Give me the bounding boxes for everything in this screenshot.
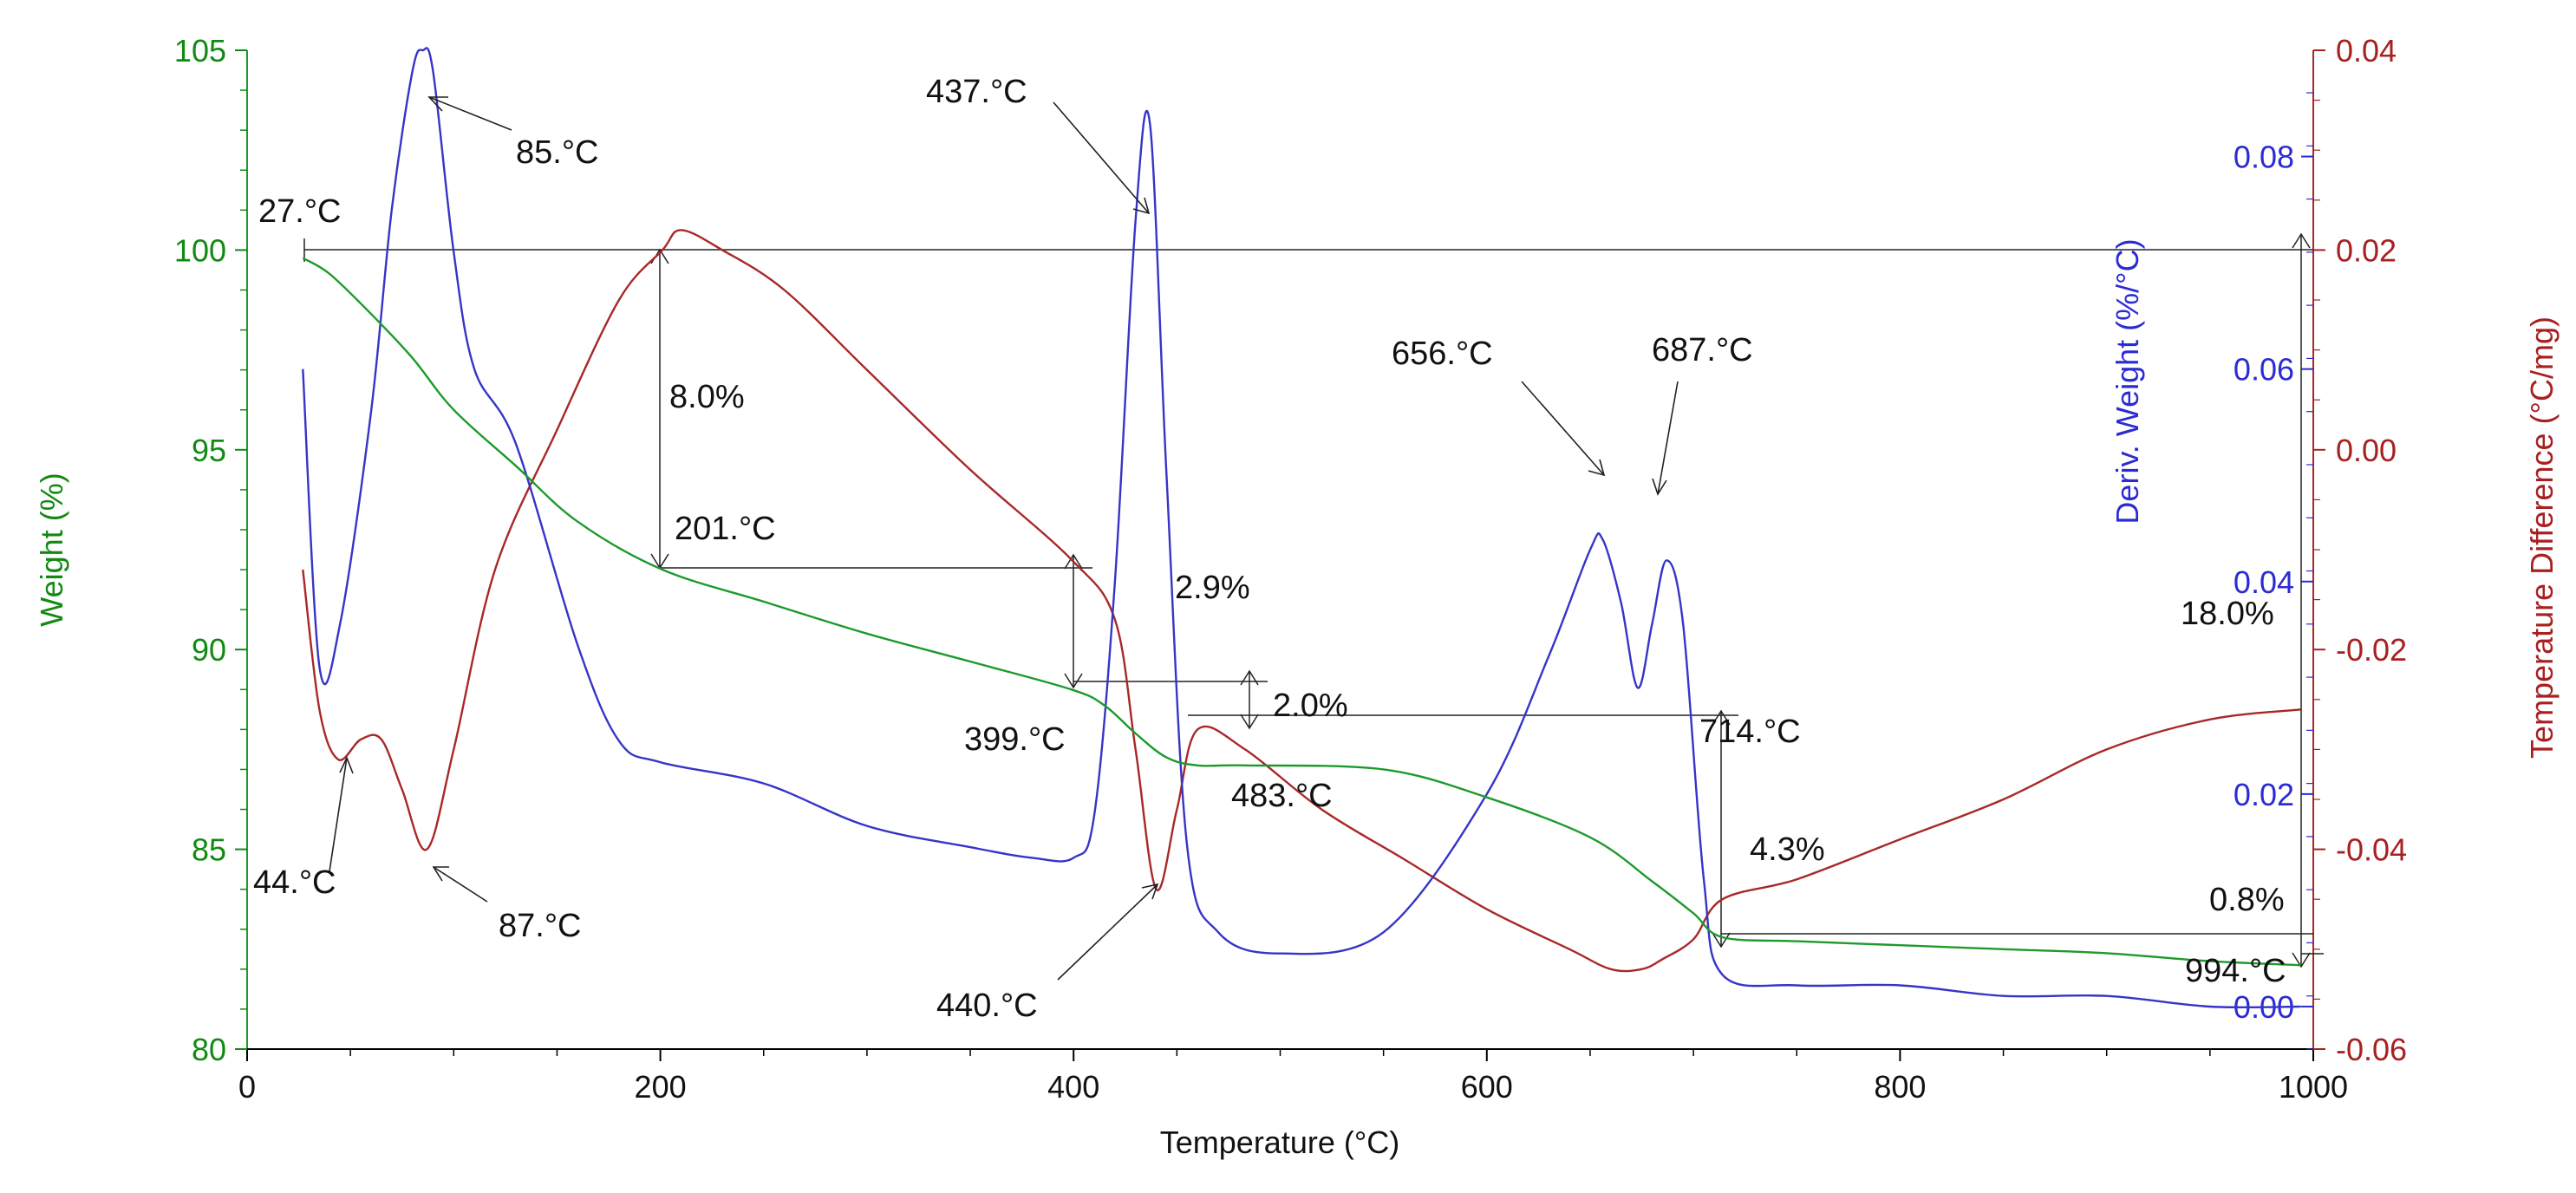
callout-440-head: [1141, 883, 1159, 900]
percentage-labels: 8.0% 2.9% 2.0% 18.0% 4.3% 0.8%: [669, 379, 2285, 918]
tdiff-tick-label: -0.04: [2336, 832, 2407, 868]
weight-tick-label-95: 95: [192, 433, 226, 468]
label-201C: 201.°C: [675, 511, 776, 547]
step-arrow-29pct-head-bottom: [1064, 673, 1083, 689]
deriv-axis-title: Deriv. Weight (%/°C): [2110, 238, 2145, 524]
weight-ticks: 80 85 90 95 100 105: [174, 33, 247, 1067]
series-weight: [302, 257, 2301, 967]
step-arrow-18pct-head-bottom: [2292, 952, 2311, 968]
step-arrow-43pct-head-top: [1712, 709, 1731, 726]
callout-687-head: [1652, 478, 1667, 496]
tdiff-tick-label: -0.06: [2336, 1032, 2407, 1067]
tdiff-ticks: -0.06 -0.04 -0.02 0.00 0.02 0.04: [2313, 33, 2407, 1067]
label-440C: 440.°C: [936, 988, 1038, 1024]
weight-tick-label-90: 90: [192, 632, 226, 668]
callout-437: [1053, 101, 1150, 214]
callout-44: [329, 757, 348, 872]
callout-85-head: [427, 96, 448, 112]
callout-656-head: [1588, 459, 1606, 477]
callout-687: [1657, 381, 1679, 495]
deriv-tick-label: 0.04: [2234, 564, 2294, 600]
x-tick-label-1000: 1000: [2279, 1069, 2348, 1105]
x-tick-label-0: 0: [238, 1069, 256, 1105]
label-399C: 399.°C: [964, 721, 1066, 758]
label-994C: 994.°C: [2185, 953, 2286, 989]
weight-tick-label-100: 100: [174, 232, 226, 268]
series-temperature-difference: [302, 229, 2301, 973]
series-deriv-weight: [302, 47, 2301, 1009]
weight-tick-label-85: 85: [192, 832, 226, 868]
weight-axis-title: Weight (%): [34, 473, 69, 626]
deriv-tick-label: 0.08: [2234, 140, 2294, 175]
label-29pct: 2.9%: [1175, 570, 1250, 606]
label-714C: 714.°C: [1699, 714, 1801, 750]
label-656C: 656.°C: [1392, 336, 1493, 372]
label-43pct: 4.3%: [1750, 831, 1825, 868]
deriv-ticks: 0.000.020.040.060.08: [2234, 92, 2313, 1050]
tdiff-axis-title: Temperature Difference (°C/mg): [2524, 316, 2560, 759]
tdiff-tick-label: -0.02: [2336, 632, 2407, 668]
callout-437-head: [1132, 197, 1151, 215]
label-483C: 483.°C: [1231, 778, 1333, 814]
weight-tick-label-80: 80: [192, 1032, 226, 1067]
label-27C: 27.°C: [258, 193, 341, 230]
callout-87-head: [432, 866, 449, 882]
tdiff-tick-label: 0.04: [2336, 33, 2397, 68]
x-axis-title: Temperature (°C): [1160, 1125, 1399, 1160]
callout-87: [433, 866, 488, 903]
x-ticks: 0 200 400 600 800 1000: [238, 1049, 2348, 1105]
x-tick-label-200: 200: [635, 1069, 687, 1105]
label-2pct: 2.0%: [1273, 688, 1348, 724]
label-437C: 437.°C: [926, 74, 1027, 110]
callout-440: [1057, 883, 1158, 981]
step-arrow-18pct-head-top: [2292, 232, 2311, 249]
weight-tick-label-105: 105: [174, 33, 226, 68]
callout-656: [1521, 381, 1605, 476]
label-44C: 44.°C: [253, 864, 336, 901]
step-arrow-29pct-head-top: [1064, 553, 1083, 570]
temperature-labels: 27.°C 85.°C 437.°C 201.°C 656.°C 687.°C …: [253, 74, 2286, 1024]
label-08pct: 0.8%: [2209, 882, 2285, 918]
deriv-tick-label: 0.02: [2234, 777, 2294, 812]
step-arrow-2pct-head-bottom: [1240, 714, 1259, 730]
label-8pct: 8.0%: [669, 379, 745, 415]
tdiff-tick-label: 0.02: [2336, 232, 2397, 268]
x-tick-label-400: 400: [1047, 1069, 1099, 1105]
callout-arrows: [329, 96, 1679, 981]
deriv-tick-label: 0.06: [2234, 352, 2294, 388]
tdiff-tick-label: 0.00: [2336, 433, 2397, 468]
callout-44-head: [339, 755, 354, 774]
step-lines: [303, 238, 2324, 955]
label-18pct: 18.0%: [2181, 596, 2274, 632]
label-687C: 687.°C: [1652, 332, 1753, 368]
callout-85: [428, 96, 512, 131]
x-tick-label-600: 600: [1461, 1069, 1513, 1105]
label-87C: 87.°C: [499, 908, 581, 944]
step-arrow-2pct-head-top: [1240, 669, 1259, 686]
label-85C: 85.°C: [516, 134, 598, 171]
x-tick-label-800: 800: [1874, 1069, 1926, 1105]
